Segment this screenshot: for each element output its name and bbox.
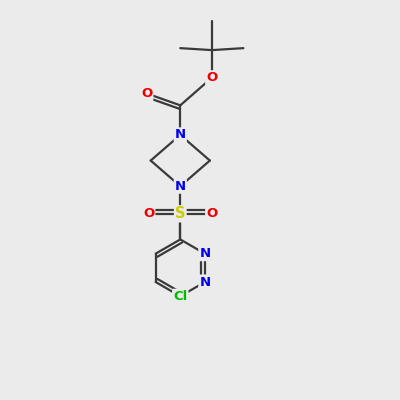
Text: N: N (199, 276, 210, 288)
Text: Cl: Cl (173, 290, 188, 303)
Text: N: N (175, 180, 186, 193)
Text: N: N (199, 247, 210, 260)
Text: O: O (206, 207, 218, 220)
Text: N: N (175, 128, 186, 142)
Text: O: O (143, 207, 154, 220)
Text: O: O (141, 87, 152, 100)
Text: S: S (175, 206, 186, 221)
Text: O: O (206, 71, 218, 84)
